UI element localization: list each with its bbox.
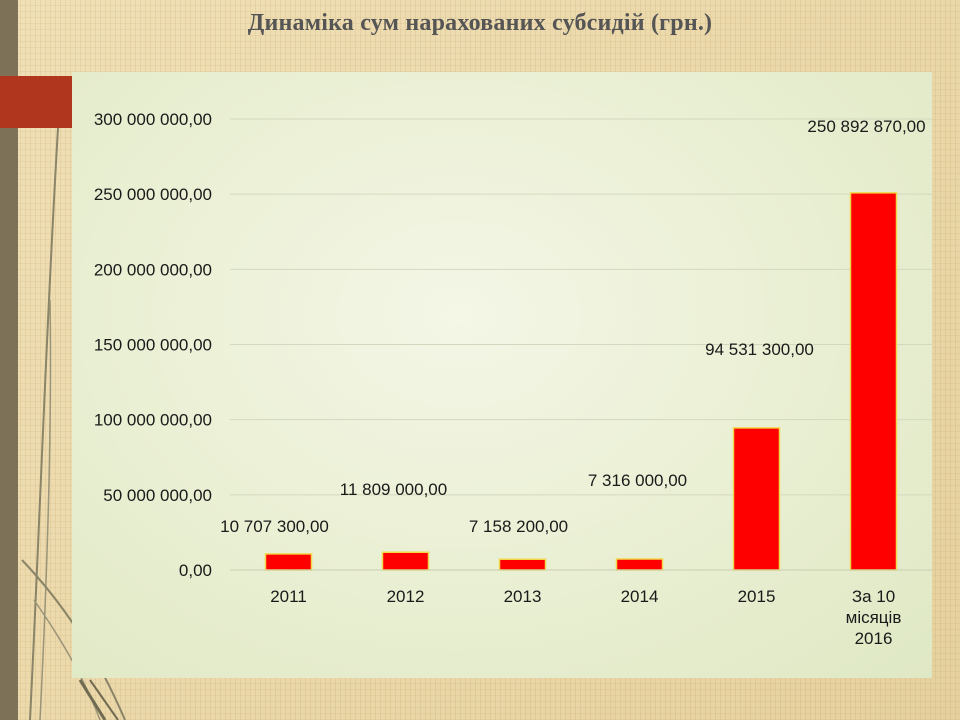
bar bbox=[615, 558, 664, 571]
y-tick-label: 0,00 bbox=[179, 561, 212, 580]
x-category-label: 2015 bbox=[738, 587, 776, 606]
data-label: 11 809 000,00 bbox=[340, 480, 447, 499]
y-tick-label: 150 000 000,00 bbox=[94, 336, 212, 355]
slide-title: Динаміка сум нарахованих субсидій (грн.) bbox=[247, 10, 713, 36]
bar bbox=[498, 558, 547, 571]
data-label: 7 316 000,00 bbox=[588, 471, 687, 490]
x-category-label: 2013 bbox=[504, 587, 542, 606]
bar bbox=[381, 551, 430, 571]
x-category-label: місяців bbox=[846, 608, 902, 627]
data-label: 250 892 870,00 bbox=[807, 117, 925, 136]
bar bbox=[849, 192, 898, 571]
bar bbox=[264, 553, 313, 571]
red-accent-block bbox=[0, 76, 72, 128]
x-category-label: 2016 bbox=[855, 629, 893, 648]
y-tick-label: 250 000 000,00 bbox=[94, 185, 212, 204]
bar-chart: 0,00 50 000 000,00 100 000 000,00 150 000 0… bbox=[94, 110, 932, 648]
data-label: 10 707 300,00 bbox=[220, 517, 329, 536]
data-label: 7 158 200,00 bbox=[469, 517, 568, 536]
bar bbox=[732, 427, 781, 571]
left-side-band bbox=[0, 0, 18, 720]
y-tick-label: 50 000 000,00 bbox=[103, 486, 212, 505]
x-category-label: 2011 bbox=[270, 587, 307, 606]
chart-panel: 0,00 50 000 000,00 100 000 000,00 150 000 0… bbox=[72, 72, 932, 678]
decorative-grass-lines bbox=[21, 127, 126, 720]
x-category-label: 2012 bbox=[387, 587, 425, 606]
x-category-label: 2014 bbox=[621, 587, 659, 606]
x-category-label: За 10 bbox=[852, 587, 895, 606]
data-label: 94 531 300,00 bbox=[705, 340, 814, 359]
y-tick-label: 100 000 000,00 bbox=[94, 411, 212, 430]
y-tick-label: 200 000 000,00 bbox=[94, 260, 212, 279]
y-tick-label: 300 000 000,00 bbox=[94, 110, 212, 129]
